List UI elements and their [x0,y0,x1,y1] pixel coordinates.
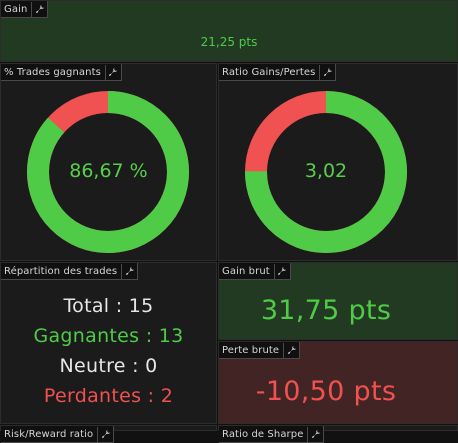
wrench-icon[interactable] [104,64,121,80]
perte-brute-tab: Perte brute [219,342,301,359]
gain-panel: Gain 21,25 pts [0,0,458,62]
trades-gagnants-panel: % Trades gagnants 86,67 % [0,63,217,261]
trades-gagnants-value: 86,67 % [69,160,148,182]
gain-brut-title: Gain brut [222,265,270,277]
wrench-icon[interactable] [121,263,137,279]
gain-tab: Gain [1,1,49,18]
trades-gagnants-tab: % Trades gagnants [1,64,122,81]
repartition-neutre: Neutre : 0 [59,355,158,377]
ratio-title: Ratio Gains/Pertes [222,66,316,78]
wrench-icon[interactable] [283,342,299,358]
donut-win-segment [245,91,407,253]
risk-reward-tab: Risk/Reward ratio [1,426,115,443]
perte-brute-panel: Perte brute -10,50 pts [218,341,458,424]
ratio-tab: Ratio Gains/Pertes [219,64,337,81]
risk-reward-title: Risk/Reward ratio [4,428,94,440]
sharpe-tab: Ratio de Sharpe [219,426,325,443]
gain-brut-tab: Gain brut [219,263,291,280]
gain-brut-panel: Gain brut 31,75 pts [218,262,458,340]
repartition-gagnantes: Gagnantes : 13 [33,325,184,347]
wrench-icon[interactable] [31,1,47,17]
donut-win-segment [27,91,189,253]
repartition-perdantes: Perdantes : 2 [43,385,174,407]
gain-value: 21,25 pts [200,35,258,49]
gain-title: Gain [4,3,28,15]
sharpe-title: Ratio de Sharpe [222,428,304,440]
repartition-panel: Répartition des trades Total : 15 Gagnan… [0,262,217,424]
repartition-tab: Répartition des trades [1,263,139,280]
ratio-panel: Ratio Gains/Pertes 3,02 [218,63,458,261]
perte-brute-title: Perte brute [222,344,280,356]
ratio-value: 3,02 [304,160,348,182]
wrench-icon[interactable] [307,426,323,442]
wrench-icon[interactable] [319,64,335,80]
repartition-title: Répartition des trades [4,265,118,277]
gain-brut-value: 31,75 pts [260,295,392,326]
ratio-donut [245,91,407,253]
trades-gagnants-donut [27,91,189,253]
wrench-icon[interactable] [97,426,113,442]
wrench-icon[interactable] [273,263,290,279]
repartition-total: Total : 15 [63,295,154,317]
sharpe-panel: Ratio de Sharpe [218,425,458,443]
perte-brute-value: -10,50 pts [255,376,397,407]
trades-gagnants-title: % Trades gagnants [4,66,101,78]
risk-reward-panel: Risk/Reward ratio [0,425,217,443]
